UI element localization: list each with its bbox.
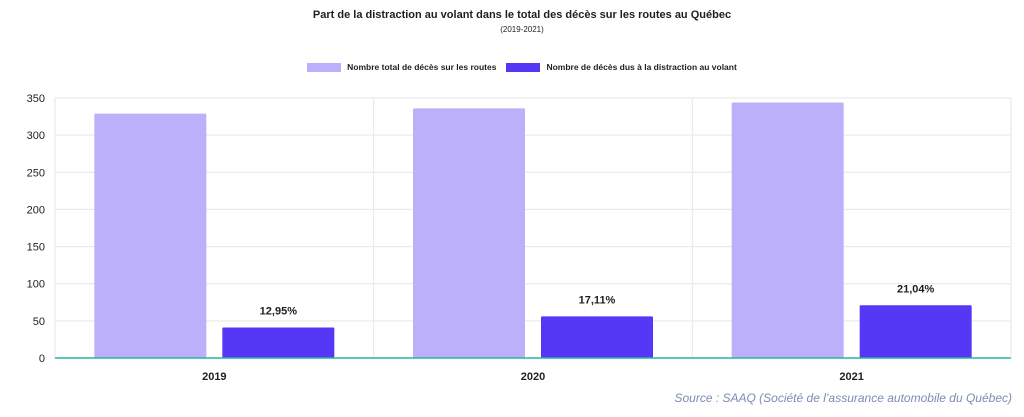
y-tick-label: 100: [27, 279, 45, 291]
legend-label-total: Nombre total de décès sur les routes: [347, 62, 497, 72]
chart-title: Part de la distraction au volant dans le…: [312, 9, 732, 21]
y-tick-label: 150: [27, 242, 45, 254]
legend-swatch-distraction: [506, 62, 541, 72]
x-tick-label: 2021: [839, 371, 863, 383]
legend-item-distraction[interactable]: Nombre de décès dus à la distraction au …: [506, 62, 737, 72]
y-tick-label: 200: [27, 204, 45, 216]
y-tick-label: 300: [27, 130, 45, 142]
y-tick-label: 350: [27, 93, 45, 105]
bar-total-2021: [731, 102, 844, 358]
legend: Nombre total de décès sur les routes Nom…: [0, 62, 1024, 72]
y-tick-label: 250: [27, 167, 45, 179]
bar-distraction-2021: [859, 305, 972, 358]
legend-item-total[interactable]: Nombre total de décès sur les routes: [307, 62, 496, 72]
x-tick-label: 2020: [521, 371, 545, 383]
data-label: 21,04%: [897, 283, 935, 295]
legend-swatch-total: [307, 62, 342, 72]
bar-total-2019: [94, 113, 207, 358]
data-label: 12,95%: [260, 306, 298, 318]
bar-distraction-2019: [222, 327, 335, 358]
y-tick-label: 0: [39, 353, 45, 365]
data-label: 17,11%: [579, 294, 616, 306]
bar-distraction-2020: [541, 316, 653, 358]
y-tick-label: 50: [33, 316, 45, 328]
chart-subtitle: (2019-2021): [500, 25, 544, 34]
legend-label-distraction: Nombre de décès dus à la distraction au …: [546, 62, 737, 72]
x-tick-label: 2019: [202, 371, 226, 383]
source-note: Source : SAAQ (Société de l’assurance au…: [674, 391, 1012, 405]
bar-total-2020: [413, 108, 525, 359]
